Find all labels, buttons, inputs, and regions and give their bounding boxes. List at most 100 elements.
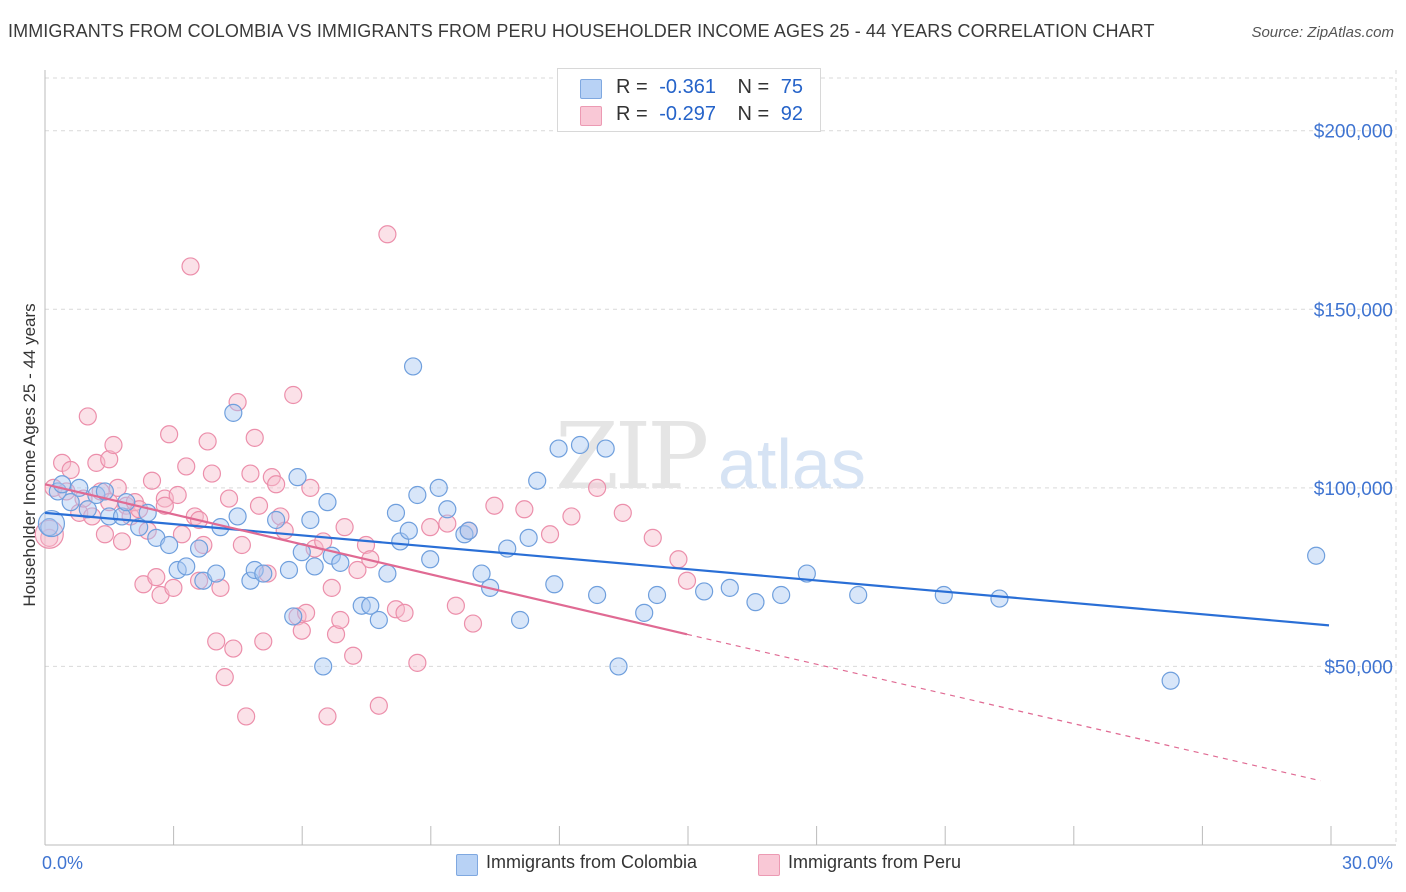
colombia-point [177,557,196,576]
colombia-point [100,507,119,526]
peru-point [207,632,226,651]
peru-point [562,507,581,526]
peru-point [335,518,354,537]
colombia-points [37,357,1326,690]
colombia-point [369,610,388,630]
colombia-point [459,521,478,540]
peru-point [198,432,217,451]
peru-point [249,496,269,515]
peru-trend-line [44,483,688,636]
peru-point [100,450,119,469]
legend-r-label: R = [616,76,648,98]
peru-point [677,571,697,590]
colombia-point [609,657,628,676]
peru-point [202,464,222,483]
peru-point [326,625,346,644]
peru-point [237,707,256,726]
y-tick-label: $100,000 [1314,479,1393,500]
colombia-point [408,485,427,505]
peru-point [322,578,341,597]
colombia-point [40,518,59,537]
peru-trend-line-extrapolated [686,633,1321,782]
colombia-point [635,603,654,622]
peru-point [421,518,440,537]
peru-point [301,478,320,497]
colombia-point [1161,671,1180,690]
legend-n-label: N = [737,103,770,125]
colombia-point [472,564,491,583]
legend-r-label: R = [616,103,648,125]
peru-point [147,568,166,587]
colombia-point [61,493,80,512]
source-label: Source: ZipAtlas.com [1251,24,1394,41]
peru-point [189,571,209,590]
colombia-point [1307,546,1326,565]
peru-point [669,550,688,569]
colombia-point [990,589,1009,608]
peru-point [61,460,80,480]
legend-r-value-peru: -0.297 [659,103,716,125]
axis-layer [44,70,1396,846]
peru-point [34,519,64,549]
colombia-point [254,564,273,583]
peru-point [613,503,632,522]
colombia-point [78,500,97,519]
colombia-point [570,435,590,455]
colombia-point [386,503,406,522]
peru-point [267,475,286,494]
peru-point [211,578,230,597]
colombia-point [95,482,115,501]
colombia-point [510,610,530,630]
peru-point [446,596,465,615]
peru-point [241,464,260,483]
peru-point [232,535,251,555]
peru-point [588,478,607,497]
peru-point [78,407,97,426]
watermark-zip: ZIP [555,403,706,510]
colombia-point [545,575,564,594]
colombia-point [378,564,397,583]
peru-point [643,528,662,547]
peru-swatch [758,854,780,876]
correlation-legend: R = -0.361 N = 75 R = -0.297 N = 92 [557,68,821,132]
colombia-point [549,439,568,458]
peru-point [168,485,187,505]
peru-point [254,632,273,651]
colombia-point [288,468,307,487]
legend-r-value-colombia: -0.361 [659,76,716,98]
colombia-point [284,607,303,626]
peru-point [348,560,367,580]
y-tick-label: $200,000 [1314,122,1393,143]
colombia-point [519,528,538,547]
legend-n-value-colombia: 75 [780,76,804,98]
peru-point [245,428,264,447]
chart-title: IMMIGRANTS FROM COLOMBIA VS IMMIGRANTS F… [8,21,1155,41]
bottom-legend-peru-label: Immigrants from Peru [788,852,962,872]
colombia-point [224,403,243,422]
colombia-point [314,657,333,676]
peru-point [331,610,350,630]
peru-point [219,489,239,508]
peru-point [540,525,560,544]
peru-point [228,393,247,412]
colombia-point [421,550,440,569]
peru-point [408,653,427,672]
peru-point [485,496,504,515]
peru-point [215,668,234,687]
colombia-point [331,553,350,572]
colombia-point [318,493,337,512]
peru-point [224,639,243,658]
colombia-point [160,535,179,555]
peru-point [40,528,59,547]
colombia-point [849,585,868,605]
bottom-legend-colombia-label: Immigrants from Colombia [486,852,698,872]
peru-point [292,621,311,640]
colombia-point [596,439,615,458]
legend-n-value-peru: 92 [780,103,804,125]
colombia-point [130,518,149,537]
colombia-point [528,471,547,490]
peru-point [463,614,483,633]
x-tick-label-max: 30.0% [1342,853,1393,873]
x-tick-labels: 0.0% 30.0% [42,853,1393,873]
